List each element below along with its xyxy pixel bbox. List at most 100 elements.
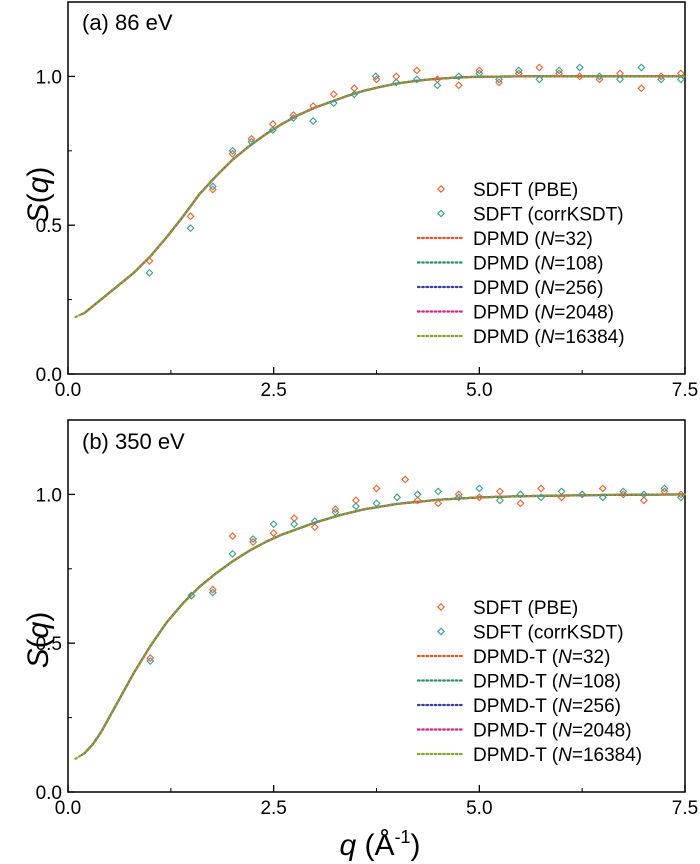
y-tick-label: 0.0 [36,365,62,386]
data-point [228,549,237,558]
data-point [495,487,504,496]
data-point [619,490,628,499]
legend-item: DPMD (N=2048) [416,303,614,324]
data-point [495,78,504,87]
data-point [228,149,237,158]
x-tick-label: 2.5 [260,380,286,401]
legend-label: DPMD (N=32) [473,229,593,250]
legend-b: SDFT (PBE) SDFT (corrKSDT) DPMD-T (N=32) DP… [416,598,642,766]
panel-a: 0.0 2.5 5.0 7.5 0.0 0.5 1.0 (a) 86 eV S(q) SDF… [22,1,698,401]
data-point [289,111,298,120]
data-point [329,90,338,99]
data-point [290,520,299,529]
data-point [516,490,525,499]
legend-label: DPMD-T (N=2048) [473,721,632,742]
data-point [535,75,544,84]
data-point [247,134,256,143]
data-point [535,63,544,72]
data-point [619,487,628,496]
y-tick-label: 0.5 [36,634,62,655]
legend-label: DPMD-T (N=108) [473,672,621,693]
x-axis-title: q (Å-1) [339,827,420,862]
legend-item: DPMD-T (N=108) [416,672,621,693]
data-point [555,69,564,78]
legend-label: DPMD-T (N=32) [473,647,610,668]
data-point [269,529,278,538]
data-point [186,224,195,233]
y-tick-label: 1.0 [36,67,62,88]
data-point [495,496,504,505]
data-point [537,484,546,493]
x-tick-label: 2.5 [260,798,286,819]
panel-label-a: (a) 86 eV [82,10,173,35]
legend-label: DPMD (N=108) [473,254,603,275]
legend-label: DPMD (N=256) [473,278,603,299]
data-point [331,508,340,517]
data-point [249,538,258,546]
data-point [413,496,422,505]
legend-item: SDFT (corrKSDT) [437,623,624,644]
series-line [73,493,687,761]
data-point [639,490,648,499]
data-point [657,72,666,81]
x-tick-label: 7.5 [672,798,698,819]
data-point [350,90,359,99]
data-point [371,72,380,81]
data-point [228,146,237,155]
data-point [434,487,443,496]
data-point [351,502,360,511]
data-point [475,493,484,502]
data-point [557,493,566,502]
legend-label: DPMD (N=16384) [473,327,625,348]
data-point [434,499,443,508]
data-point [208,585,217,594]
data-point [413,490,422,499]
x-tick-label: 5.0 [466,380,492,401]
legend-item: DPMD (N=16384) [416,327,625,348]
legend-label: DPMD (N=2048) [473,303,614,324]
data-point [575,63,584,72]
data-point [289,114,298,123]
legend-marker [437,627,445,636]
data-point [454,493,463,502]
data-point [247,137,256,146]
data-point [598,493,607,502]
data-point [228,532,237,541]
data-point [310,517,319,526]
data-point [516,499,525,508]
data-point [637,63,646,72]
data-point [187,591,196,600]
data-point [309,102,318,111]
legend-item: DPMD-T (N=32) [416,647,610,668]
data-point [372,499,381,508]
data-point [557,487,566,496]
y-axis-title-a: S(q) [22,167,55,224]
data-point [616,75,624,84]
series-points-b [146,475,685,666]
data-point [578,490,587,499]
data-point [310,523,319,532]
data-point [454,81,463,90]
data-point [268,125,277,134]
legend-label: DPMD-T (N=16384) [473,745,642,766]
legend-marker [437,603,445,611]
data-point [639,496,648,505]
panel-label-b: (b) 350 eV [82,429,185,454]
legend-marker [437,209,445,218]
data-point [208,182,217,191]
data-point [514,66,523,75]
data-point [208,185,217,194]
legend-item: DPMD-T (N=16384) [416,745,642,766]
legend-item: SDFT (PBE) [437,598,578,619]
data-point [454,490,463,499]
y-tick-label: 0.0 [36,783,62,804]
y-tick-label: 0.5 [36,216,62,237]
data-point [412,66,421,75]
data-point [575,72,584,81]
data-point [676,493,685,502]
data-point [555,66,564,75]
axis-ticks-b: 0.0 2.5 5.0 7.5 0.0 0.5 1.0 [36,485,699,819]
data-point [433,81,442,90]
data-point [475,484,484,493]
